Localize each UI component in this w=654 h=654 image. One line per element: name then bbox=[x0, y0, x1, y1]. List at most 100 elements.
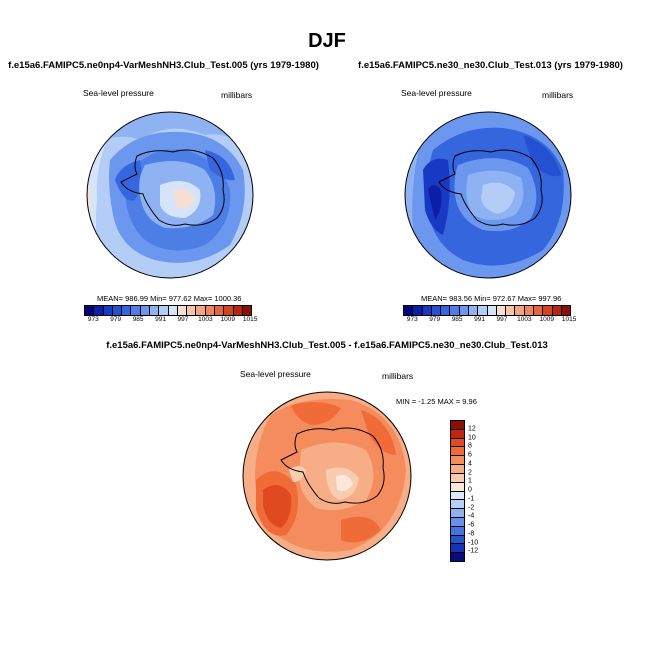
colorbar-swatch bbox=[451, 544, 464, 554]
colorbar-tick-label: 12 bbox=[468, 425, 476, 433]
colorbar-swatch bbox=[543, 306, 553, 315]
colorbar-tick-label: 1015 bbox=[561, 316, 577, 323]
colorbar-tick-label: 997 bbox=[496, 316, 508, 323]
colorbar-tick-label: -4 bbox=[468, 512, 475, 520]
colorbar-swatch bbox=[451, 517, 464, 527]
colorbar-swatch bbox=[422, 306, 432, 315]
colorbar-swatch bbox=[451, 553, 464, 561]
colorbar-swatch bbox=[533, 306, 544, 315]
colorbar-tick-label: 1009 bbox=[220, 316, 235, 323]
diff-case-title: f.e15a6.FAMIPC5.ne0np4-VarMeshNH3.Club_T… bbox=[106, 340, 548, 351]
panel1-units-label: millibars bbox=[221, 90, 253, 100]
colorbar-swatch bbox=[168, 306, 178, 315]
panel2-variable-label: Sea-level pressure bbox=[401, 88, 472, 98]
colorbar-tick-label: 991 bbox=[155, 316, 166, 323]
colorbar-swatch bbox=[478, 306, 488, 315]
colorbar-tick-label: 973 bbox=[87, 316, 99, 323]
colorbar-swatch bbox=[85, 306, 95, 315]
colorbar-swatch bbox=[149, 306, 160, 315]
colorbar-swatch bbox=[451, 421, 464, 430]
diff-stats: MIN = -1.25 MAX = 9.96 bbox=[396, 397, 477, 406]
colorbar-tick-label: -8 bbox=[468, 530, 475, 538]
colorbar-tick-label: 2 bbox=[468, 469, 472, 476]
panel2-case-title: f.e15a6.FAMIPC5.ne30_ne30.Club_Test.013 … bbox=[358, 60, 623, 71]
colorbar-swatch bbox=[506, 306, 516, 315]
colorbar-tick-label: 979 bbox=[429, 316, 441, 323]
colorbar-swatch bbox=[515, 306, 525, 315]
colorbar-tick-label: 1 bbox=[468, 477, 472, 485]
colorbar-swatch bbox=[431, 306, 442, 315]
diff-variable-label: Sea-level pressure bbox=[240, 369, 311, 379]
colorbar-swatch bbox=[451, 456, 464, 466]
panel2-colorbar: 973 979 985 991 997 1003 1009 1015 bbox=[403, 305, 576, 326]
diff-units-label: millibars bbox=[382, 371, 414, 381]
colorbar-tick-label: 973 bbox=[406, 316, 418, 323]
colorbar-swatch bbox=[451, 465, 464, 474]
colorbar-swatch bbox=[524, 306, 534, 315]
colorbar-tick-label: 6 bbox=[468, 451, 472, 459]
panel1-map bbox=[86, 111, 254, 279]
colorbar-swatch bbox=[205, 306, 215, 315]
colorbar-swatch bbox=[131, 306, 141, 315]
colorbar-tick-label: -2 bbox=[468, 504, 475, 511]
panel1-variable-label: Sea-level pressure bbox=[83, 88, 154, 98]
colorbar-swatch bbox=[468, 306, 479, 315]
colorbar-tick-label: -6 bbox=[468, 521, 475, 529]
colorbar-swatch bbox=[552, 306, 562, 315]
colorbar-swatch bbox=[561, 306, 571, 315]
colorbar-swatch bbox=[496, 306, 507, 315]
colorbar-tick-label: -12 bbox=[468, 547, 479, 555]
colorbar-swatch bbox=[459, 306, 469, 315]
colorbar-tick-label: 991 bbox=[474, 316, 485, 323]
diff-colorbar bbox=[450, 420, 465, 562]
colorbar-swatch bbox=[140, 306, 150, 315]
colorbar-swatch bbox=[451, 526, 464, 536]
colorbar-swatch bbox=[451, 482, 464, 492]
colorbar-swatch bbox=[94, 306, 104, 315]
colorbar-swatch bbox=[122, 306, 132, 315]
colorbar-tick-label: -10 bbox=[468, 539, 479, 546]
colorbar-swatch bbox=[451, 429, 464, 439]
colorbar-swatch bbox=[451, 500, 464, 510]
colorbar-swatch bbox=[242, 306, 252, 315]
colorbar-swatch bbox=[451, 509, 464, 518]
colorbar-tick-label: -1 bbox=[468, 495, 475, 503]
colorbar-swatch bbox=[451, 447, 464, 457]
panel2-units-label: millibars bbox=[542, 90, 574, 100]
panel1-stats: MEAN= 986.99 Min= 977.62 Max= 1000.36 bbox=[97, 294, 242, 303]
colorbar-swatch bbox=[441, 306, 451, 315]
colorbar-tick-label: 997 bbox=[177, 316, 189, 323]
colorbar-swatch bbox=[233, 306, 243, 315]
colorbar-swatch bbox=[103, 306, 113, 315]
colorbar-swatch bbox=[413, 306, 423, 315]
colorbar-swatch bbox=[112, 306, 123, 315]
colorbar-swatch bbox=[196, 306, 206, 315]
colorbar-swatch bbox=[451, 491, 464, 501]
colorbar-swatch bbox=[159, 306, 169, 315]
colorbar-swatch bbox=[214, 306, 225, 315]
colorbar-tick-label: 979 bbox=[110, 316, 122, 323]
colorbar-tick-label: 1015 bbox=[242, 316, 258, 323]
colorbar-tick-label: 0 bbox=[468, 486, 472, 494]
colorbar-tick-label: 985 bbox=[132, 316, 144, 323]
colorbar-swatch bbox=[450, 306, 460, 315]
colorbar-tick-label: 8 bbox=[468, 442, 472, 450]
colorbar-swatch bbox=[451, 473, 464, 483]
diff-map bbox=[242, 391, 412, 561]
diff-colorbar-labels: 12 10 8 6 4 2 1 0 -1 -2 -4 -6 -8 -10 -12 bbox=[468, 420, 508, 560]
colorbar-swatch bbox=[487, 306, 497, 315]
panel2-stats: MEAN= 983.56 Min= 972.67 Max= 997.96 bbox=[421, 294, 562, 303]
colorbar-tick-label: 985 bbox=[451, 316, 463, 323]
colorbar-tick-label: 1003 bbox=[517, 316, 532, 323]
panel1-colorbar: 973 979 985 991 997 1003 1009 1015 bbox=[84, 305, 257, 326]
colorbar-swatch bbox=[187, 306, 197, 315]
colorbar-swatch bbox=[177, 306, 188, 315]
page-title: DJF bbox=[308, 30, 346, 52]
colorbar-tick-label: 1003 bbox=[198, 316, 213, 323]
colorbar-tick-label: 10 bbox=[468, 434, 476, 441]
panel1-case-title: f.e15a6.FAMIPC5.ne0np4-VarMeshNH3.Club_T… bbox=[8, 60, 319, 71]
colorbar-tick-label: 1009 bbox=[539, 316, 554, 323]
panel2-map bbox=[404, 111, 572, 279]
colorbar-tick-label: 4 bbox=[468, 460, 472, 468]
colorbar-swatch bbox=[451, 438, 464, 448]
